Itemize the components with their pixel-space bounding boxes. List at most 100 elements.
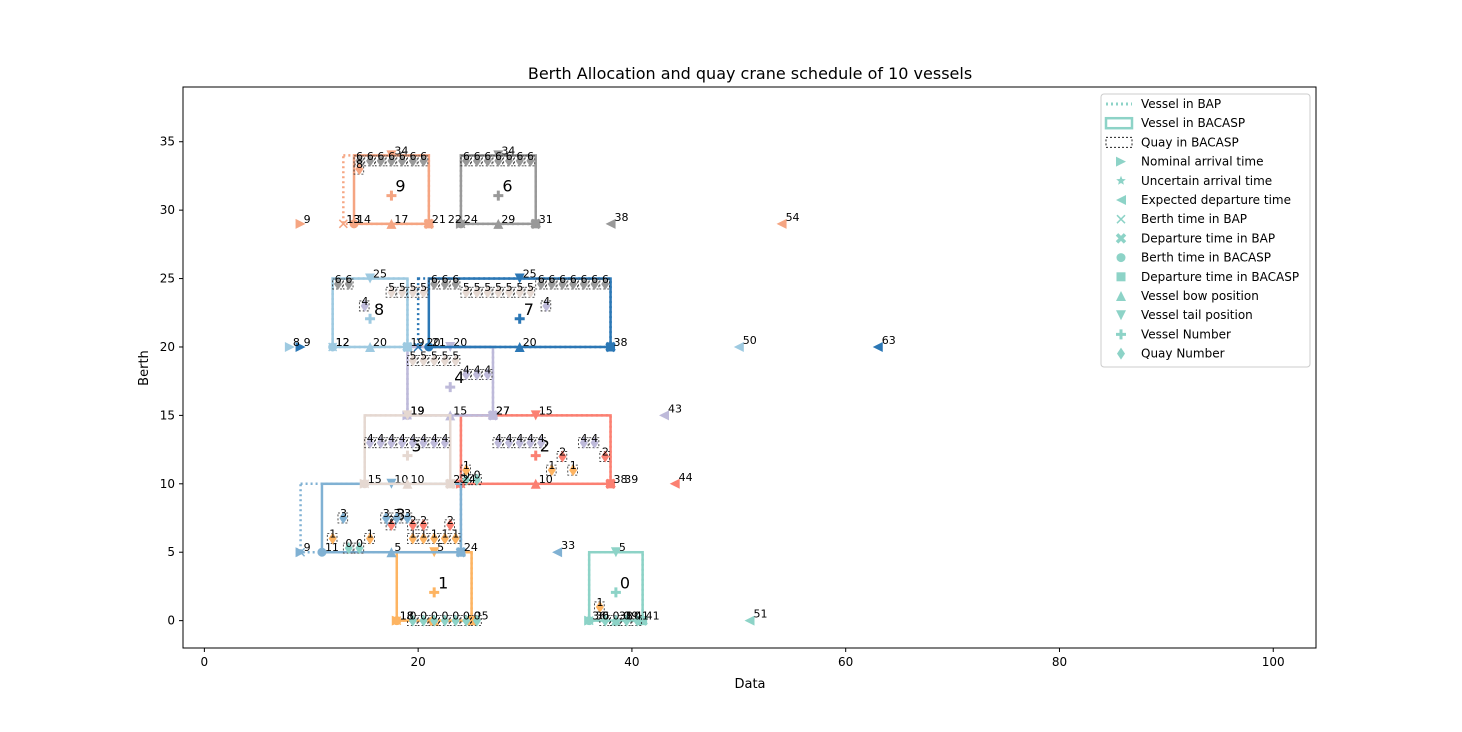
- quay-number-marker: [440, 278, 449, 291]
- vessel-time-label: 38: [614, 336, 628, 349]
- vessel-time-label: 19: [410, 336, 424, 349]
- expected-departure-label: 43: [668, 402, 682, 415]
- legend-label: Quay in BACASP: [1141, 135, 1239, 149]
- quay-number-label: 1: [597, 596, 604, 609]
- quay-number-marker: [408, 436, 417, 449]
- quay-number-label: 6: [345, 273, 352, 286]
- departure-time-bap-marker: [455, 546, 467, 558]
- vessel-number-marker: [386, 190, 397, 201]
- quay-number-label: 0: [409, 610, 416, 623]
- quay-number-label: 0: [442, 610, 449, 623]
- quay-number-marker: [537, 278, 546, 291]
- vessel-time-label: 23: [453, 473, 467, 486]
- legend-label: Vessel tail position: [1141, 308, 1253, 322]
- departure-time-bap-marker: [487, 410, 499, 421]
- quay-number-marker: [344, 542, 353, 555]
- vessel-time-label: 21: [432, 213, 446, 226]
- vessel-time-label: 10: [410, 473, 424, 486]
- quay-number-label: 0: [345, 537, 352, 550]
- quay-number-marker: [408, 532, 417, 545]
- extra-time-label: 20: [426, 336, 440, 349]
- vessel-time-label: 10: [394, 473, 408, 486]
- quay-number-marker: [633, 614, 642, 627]
- quay-number-label: 6: [516, 150, 523, 163]
- quay-number-label: 4: [538, 432, 545, 445]
- quay-number-marker: [505, 286, 514, 299]
- quay-number-marker: [462, 473, 471, 486]
- vessel-time-label: 27: [496, 404, 510, 417]
- quay-number-label: 1: [442, 528, 449, 541]
- quay-number-label: 1: [329, 528, 336, 541]
- quay-number-label: 5: [527, 281, 534, 294]
- legend-label: Vessel in BAP: [1141, 97, 1221, 111]
- quay-number-marker: [451, 278, 460, 291]
- quay-number-label: 0: [613, 610, 620, 623]
- quay-number-label: 1: [420, 528, 427, 541]
- plot-frame: [182, 86, 1317, 649]
- quay-number-marker: [515, 286, 524, 299]
- quay-number-marker: [622, 614, 631, 627]
- quay-number-marker: [537, 436, 546, 449]
- quay-number-label: 0: [623, 610, 630, 623]
- quay-number-marker: [505, 154, 514, 167]
- quay-number-marker: [376, 154, 385, 167]
- quay-number-marker: [419, 436, 428, 449]
- y-tick-label: 35: [160, 135, 175, 149]
- vessel-bow-marker: [530, 478, 541, 489]
- quay-number-marker: [462, 614, 471, 627]
- quay-number-marker: [366, 532, 375, 545]
- vessel-time-label: 34: [501, 144, 515, 157]
- vessel-number-label: 7: [524, 300, 534, 319]
- berth-time-bap-marker: [328, 342, 338, 352]
- quay-number-marker: [472, 368, 481, 381]
- quay-number-label: 3: [404, 507, 411, 520]
- legend-marker: [1116, 214, 1126, 224]
- quay-number-label: 2: [559, 445, 566, 458]
- vessel-time-label: 5: [619, 541, 626, 554]
- quay-number-marker: [387, 286, 396, 299]
- quay-number-label: 4: [516, 432, 523, 445]
- vessel-time-label: 20: [523, 336, 537, 349]
- berth-time-bacasp-marker: [349, 219, 359, 229]
- vessel-number-label: 1: [438, 573, 448, 592]
- legend-label: Berth time in BAP: [1141, 212, 1247, 226]
- extra-time-label: 27: [496, 404, 510, 417]
- y-tick-label: 15: [160, 408, 175, 422]
- quay-number-marker: [387, 518, 396, 531]
- legend-label: Quay Number: [1141, 347, 1225, 361]
- berth-time-bap-marker: [392, 616, 402, 626]
- vessel-number-marker: [365, 313, 376, 324]
- quay-number-label: 1: [548, 459, 555, 472]
- quay-number-marker: [382, 512, 391, 525]
- extra-time-label: 22: [448, 213, 462, 226]
- expected-departure-marker: [552, 547, 563, 558]
- quay-number-marker: [601, 450, 610, 463]
- expected-departure-marker: [733, 341, 744, 352]
- quay-number-label: 4: [580, 432, 587, 445]
- quay-number-marker: [398, 154, 407, 167]
- quay-number-marker: [569, 278, 578, 291]
- vessel-bow-marker: [386, 218, 397, 229]
- quay-number-marker: [611, 614, 620, 627]
- quay-number-marker: [408, 518, 417, 531]
- legend-marker: [1115, 233, 1127, 244]
- quay-number-marker: [462, 286, 471, 299]
- quay-number-label: 1: [452, 528, 459, 541]
- vessel-time-label: 29: [501, 213, 515, 226]
- quay-number-label: 6: [538, 273, 545, 286]
- quay-number-marker: [430, 614, 439, 627]
- vessel-number-label: 0: [620, 573, 630, 592]
- expected-departure-marker: [776, 218, 787, 229]
- quay-number-label: 6: [591, 273, 598, 286]
- quay-number-label: 3: [383, 507, 390, 520]
- quay-number-marker: [419, 532, 428, 545]
- quay-number-marker: [462, 368, 471, 381]
- quay-number-marker: [569, 464, 578, 477]
- quay-number-marker: [558, 278, 567, 291]
- quay-number-label: 5: [474, 281, 481, 294]
- quay-number-label: 6: [602, 273, 609, 286]
- quay-number-marker: [451, 614, 460, 627]
- berth-time-bap-marker: [360, 479, 370, 489]
